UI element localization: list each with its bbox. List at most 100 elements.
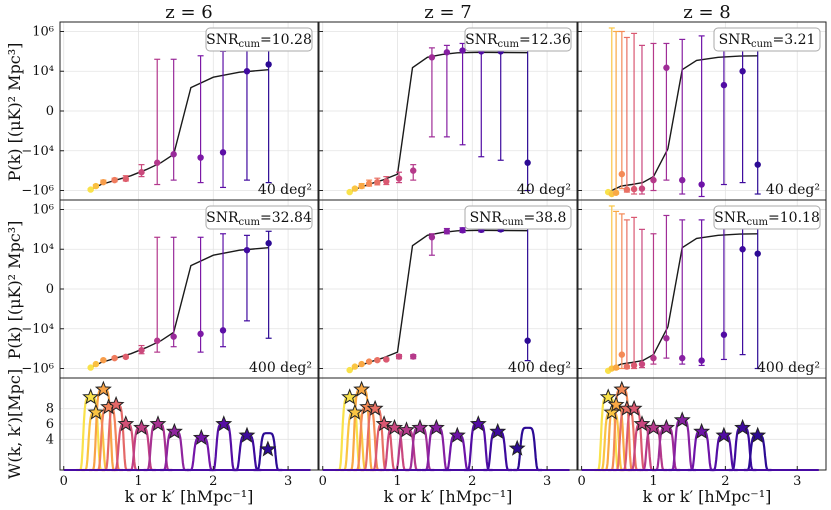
y-tick-label: −10⁴ bbox=[21, 144, 54, 159]
panel-9: 0 1 2 3 bbox=[577, 377, 827, 489]
data-point bbox=[383, 356, 390, 363]
x-tick-label: 3 bbox=[543, 474, 551, 489]
y-tick-label: 6 bbox=[46, 417, 54, 432]
data-point bbox=[265, 61, 272, 68]
data-point bbox=[265, 240, 272, 247]
column-title-z6: z = 6 bbox=[165, 2, 212, 23]
data-point bbox=[346, 366, 353, 374]
data-point bbox=[459, 227, 466, 234]
data-point bbox=[87, 186, 94, 193]
data-point bbox=[197, 154, 204, 161]
peak-star bbox=[749, 426, 767, 443]
peak-star bbox=[673, 411, 691, 428]
snr-label: SNRcum=38.8 bbox=[470, 210, 567, 228]
column-title-z7: z = 7 bbox=[424, 2, 471, 23]
y-tick-label: 8 bbox=[46, 402, 54, 417]
y-tick-label: 0 bbox=[46, 104, 54, 119]
data-point bbox=[698, 181, 705, 188]
snr-box bbox=[713, 27, 821, 52]
y-tick-label: 4 bbox=[46, 432, 54, 447]
data-point bbox=[138, 169, 145, 176]
area-label: 400 deg² bbox=[508, 360, 571, 376]
data-point bbox=[197, 330, 204, 338]
peak-star bbox=[82, 388, 100, 405]
data-point bbox=[100, 178, 107, 186]
x-tick-label: 1 bbox=[134, 474, 142, 489]
peak-star bbox=[603, 403, 621, 420]
peak-star bbox=[489, 422, 507, 439]
area-label: 400 deg² bbox=[249, 360, 312, 376]
data-point bbox=[459, 47, 466, 54]
data-point bbox=[754, 250, 761, 257]
data-point bbox=[395, 175, 403, 182]
peak-star bbox=[508, 439, 526, 456]
data-point bbox=[524, 159, 531, 166]
data-point bbox=[679, 354, 686, 362]
data-point bbox=[154, 337, 161, 344]
data-point bbox=[219, 149, 227, 156]
window-curve bbox=[253, 432, 283, 472]
x-tick-label: 0 bbox=[60, 474, 68, 489]
model-line bbox=[90, 247, 269, 369]
window-curve bbox=[443, 434, 472, 472]
xlabel-z7: k or k′ [hMpc⁻¹] bbox=[384, 487, 513, 506]
x-tick-label: 0 bbox=[577, 474, 585, 489]
peak-star bbox=[94, 380, 112, 397]
data-point bbox=[650, 354, 657, 362]
y-tick-label: 10⁶ bbox=[32, 24, 54, 39]
area-label: 40 deg² bbox=[766, 182, 820, 198]
peak-star bbox=[215, 415, 233, 432]
peak-star bbox=[165, 422, 183, 439]
window-curve bbox=[392, 429, 421, 472]
peak-star bbox=[693, 422, 711, 439]
model-line bbox=[607, 233, 758, 371]
data-point bbox=[720, 331, 728, 338]
snr-label: SNRcum=10.18 bbox=[714, 210, 820, 228]
data-point bbox=[638, 185, 646, 192]
snr-label: SNRcum=3.21 bbox=[719, 32, 816, 50]
data-point bbox=[443, 228, 451, 235]
window-curve bbox=[187, 436, 216, 472]
data-point bbox=[663, 335, 670, 342]
snr-box bbox=[464, 205, 572, 230]
peak-star bbox=[599, 388, 617, 405]
panel-8: 0 1 2 3 bbox=[318, 377, 578, 489]
y-tick-label: 10⁶ bbox=[32, 202, 54, 217]
snr-box bbox=[464, 27, 572, 52]
peak-star bbox=[149, 415, 167, 432]
snr-box bbox=[713, 205, 821, 230]
x-tick-label: 0 bbox=[319, 474, 327, 489]
peak-star bbox=[107, 395, 125, 413]
data-point bbox=[92, 182, 100, 190]
data-point bbox=[618, 170, 626, 178]
data-point bbox=[663, 64, 670, 71]
ylabel-window: W(k, k′)[Mpc] bbox=[5, 369, 24, 479]
snr-label: SNRcum=32.84 bbox=[206, 210, 312, 228]
panel-1: 10⁶ 10⁴ 0 −10⁴ −10⁶ SNRcum=10.28 40 deg² bbox=[21, 21, 319, 201]
data-point bbox=[92, 360, 100, 368]
data-point bbox=[698, 357, 705, 364]
peak-star bbox=[633, 415, 651, 432]
data-point bbox=[754, 161, 761, 168]
data-point bbox=[154, 159, 161, 166]
panel-2: SNRcum=12.36 40 deg² bbox=[318, 21, 578, 201]
peak-star bbox=[469, 415, 487, 432]
peak-star bbox=[448, 426, 466, 443]
window-curve bbox=[232, 434, 262, 472]
data-point bbox=[365, 180, 373, 187]
data-point bbox=[679, 176, 686, 184]
snr-label: SNRcum=12.36 bbox=[465, 32, 571, 50]
panel-7: 468 0 1 2 3 bbox=[46, 377, 319, 489]
peak-star bbox=[353, 380, 371, 397]
data-point bbox=[243, 246, 251, 254]
data-point bbox=[170, 333, 177, 340]
snr-label: SNRcum=10.28 bbox=[206, 32, 312, 50]
window-curve bbox=[513, 426, 542, 472]
peak-star bbox=[657, 418, 675, 436]
panel-5: SNRcum=38.8 400 deg² bbox=[318, 199, 578, 379]
x-tick-label: 1 bbox=[649, 474, 657, 489]
data-point bbox=[720, 81, 728, 89]
data-point bbox=[410, 353, 417, 360]
peak-star bbox=[375, 415, 393, 432]
data-point bbox=[374, 178, 381, 186]
